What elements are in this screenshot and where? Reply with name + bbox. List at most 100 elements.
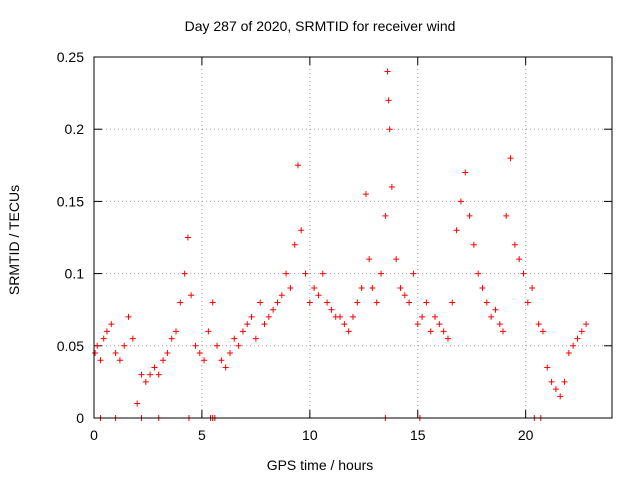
data-point [94, 342, 101, 349]
data-point [444, 335, 451, 342]
data-point [401, 292, 408, 299]
data-point [423, 299, 430, 306]
data-point [492, 306, 499, 313]
data-point [151, 364, 158, 371]
data-point [427, 328, 434, 335]
y-tick-label: 0.15 [57, 193, 84, 209]
data-point [306, 299, 313, 306]
x-tick-label: 5 [198, 427, 206, 443]
data-point [121, 342, 128, 349]
y-axis-label: SRMTID / TECUs [6, 184, 22, 296]
data-point [544, 364, 551, 371]
data-point [419, 313, 426, 320]
data-point [100, 335, 107, 342]
data-point [539, 328, 546, 335]
data-point [214, 342, 221, 349]
data-point [196, 350, 203, 357]
data-point [565, 350, 572, 357]
data-point [570, 342, 577, 349]
grid-lines [94, 57, 612, 418]
data-point [436, 321, 443, 328]
data-point [432, 313, 439, 320]
chart-title: Day 287 of 2020, SRMTID for receiver win… [184, 18, 456, 34]
data-point [328, 306, 335, 313]
data-point [188, 292, 195, 299]
data-point [479, 285, 486, 292]
data-point [503, 212, 510, 219]
data-point [142, 378, 149, 385]
data-point [168, 335, 175, 342]
data-point [201, 357, 208, 364]
data-point [274, 299, 281, 306]
data-point [337, 313, 344, 320]
data-point [125, 313, 132, 320]
data-point [222, 364, 229, 371]
data-point [511, 241, 518, 248]
data-point [226, 350, 233, 357]
data-point [583, 321, 590, 328]
data-point [345, 328, 352, 335]
data-point [496, 321, 503, 328]
data-point [218, 357, 225, 364]
data-point [302, 270, 309, 277]
data-point [184, 234, 191, 241]
data-point [414, 321, 421, 328]
x-tick-label: 20 [518, 427, 534, 443]
data-point [453, 227, 460, 234]
x-axis-label: GPS time / hours [266, 457, 374, 473]
data-point [235, 342, 242, 349]
y-tick-label: 0.25 [57, 49, 84, 65]
data-point [358, 285, 365, 292]
y-tick-label: 0.05 [57, 338, 84, 354]
data-point [466, 212, 473, 219]
data-point [112, 350, 119, 357]
data-point [181, 270, 188, 277]
data-point [529, 285, 536, 292]
data-point [147, 371, 154, 378]
data-point [382, 212, 389, 219]
x-tick-label: 0 [90, 427, 98, 443]
data-point [385, 97, 392, 104]
data-point [462, 169, 469, 176]
data-point [160, 357, 167, 364]
y-tick-label: 0.1 [65, 266, 85, 282]
data-point [388, 183, 395, 190]
data-point [164, 350, 171, 357]
data-point [475, 270, 482, 277]
data-point [287, 285, 294, 292]
data-point [384, 68, 391, 75]
data-point [319, 270, 326, 277]
data-point [265, 313, 272, 320]
data-point [298, 227, 305, 234]
data-point [155, 371, 162, 378]
data-point [440, 328, 447, 335]
data-point [386, 126, 393, 133]
y-tick-label: 0 [76, 410, 84, 426]
data-point [134, 400, 141, 407]
data-point [97, 357, 104, 364]
data-point [561, 378, 568, 385]
data-point [500, 328, 507, 335]
data-points [92, 68, 590, 421]
data-point [520, 270, 527, 277]
data-point [177, 299, 184, 306]
data-point [311, 285, 318, 292]
data-point [552, 386, 559, 393]
data-point [291, 241, 298, 248]
data-point [350, 313, 356, 320]
data-point [341, 321, 348, 328]
data-point [252, 335, 259, 342]
data-point [406, 299, 413, 306]
data-point [315, 292, 322, 299]
data-point [470, 241, 477, 248]
data-point [524, 299, 531, 306]
data-point [324, 299, 331, 306]
data-point [92, 350, 99, 357]
data-point [369, 285, 376, 292]
data-point [173, 328, 180, 335]
data-point [129, 335, 136, 342]
data-point [261, 321, 268, 328]
y-tick-label: 0.2 [65, 121, 85, 137]
data-point [108, 321, 115, 328]
